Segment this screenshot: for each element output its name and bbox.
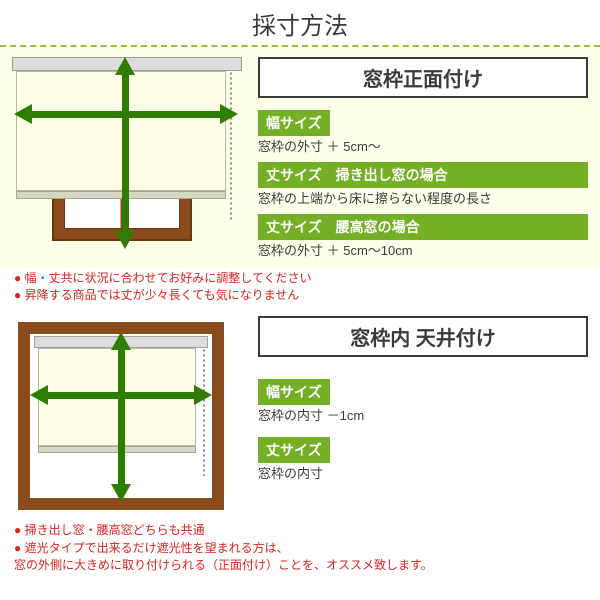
inside-mount-text: 窓枠内 天井付け 幅サイズ 窓枠の内寸 －1cm 丈サイズ 窓枠の内寸 <box>258 316 588 516</box>
height-arrow-head-down <box>111 484 131 502</box>
front-mount-text: 窓枠正面付け 幅サイズ 窓枠の外寸 ＋ 5cm～ 丈サイズ 掃き出し窓の場合 窓… <box>258 57 588 262</box>
height-arrow-head-up <box>111 332 131 350</box>
diagram-inside-mount <box>12 316 242 516</box>
shade-bottom-bar <box>38 446 196 453</box>
width-size-label: 幅サイズ <box>258 110 330 136</box>
height-arrow-line <box>122 73 129 233</box>
width-size-desc: 窓枠の内寸 －1cm <box>258 405 588 427</box>
window-frame <box>18 322 224 510</box>
height-size-desc-b: 窓枠の外寸 ＋ 5cm～10cm <box>258 240 588 262</box>
width-arrow-head-left <box>14 104 32 124</box>
height-size-desc-a: 窓枠の上端から床に擦らない程度の長さ <box>258 188 588 210</box>
height-size-label-b: 丈サイズ 腰高窓の場合 <box>258 214 588 240</box>
front-mount-notes: ● 幅・丈共に状況に合わせてお好みに調整してください ● 昇降する商品では丈が少… <box>0 268 600 309</box>
note-text: 掃き出し窓・腰高窓どちらも共通 <box>25 523 205 537</box>
section-front-mount: 窓枠正面付け 幅サイズ 窓枠の外寸 ＋ 5cm～ 丈サイズ 掃き出し窓の場合 窓… <box>0 47 600 268</box>
width-arrow-head-right <box>194 385 212 405</box>
width-size-label: 幅サイズ <box>258 379 330 405</box>
page-title: 採寸方法 <box>0 0 600 47</box>
note-text: 昇降する商品では丈が少々長くても気になりません <box>25 288 300 302</box>
diagram-front-mount <box>12 57 242 262</box>
inside-mount-heading: 窓枠内 天井付け <box>258 316 588 357</box>
height-arrow-line <box>118 348 125 486</box>
note-text: 遮光タイプで出来るだけ遮光性を望まれる方は、 窓の外側に大きめに取り付けられる（… <box>14 541 433 572</box>
width-size-desc: 窓枠の外寸 ＋ 5cm～ <box>258 136 588 158</box>
width-arrow-head-left <box>30 385 48 405</box>
section-inside-mount: 窓枠内 天井付け 幅サイズ 窓枠の内寸 －1cm 丈サイズ 窓枠の内寸 <box>0 308 600 520</box>
pull-chain <box>229 71 233 221</box>
width-arrow-head-right <box>220 104 238 124</box>
note-text: 幅・丈共に状況に合わせてお好みに調整してください <box>25 271 312 285</box>
shade-fabric <box>16 71 226 191</box>
pull-chain <box>202 348 206 476</box>
shade-bottom-bar <box>16 191 226 199</box>
height-size-desc: 窓枠の内寸 <box>258 463 588 485</box>
inside-mount-notes: ● 掃き出し窓・腰高窓どちらも共通 ● 遮光タイプで出来るだけ遮光性を望まれる方… <box>0 520 600 578</box>
height-arrow-head-up <box>115 57 135 75</box>
height-size-label-a: 丈サイズ 掃き出し窓の場合 <box>258 162 588 188</box>
front-mount-heading: 窓枠正面付け <box>258 57 588 98</box>
height-size-label: 丈サイズ <box>258 437 330 463</box>
height-arrow-head-down <box>115 231 135 249</box>
